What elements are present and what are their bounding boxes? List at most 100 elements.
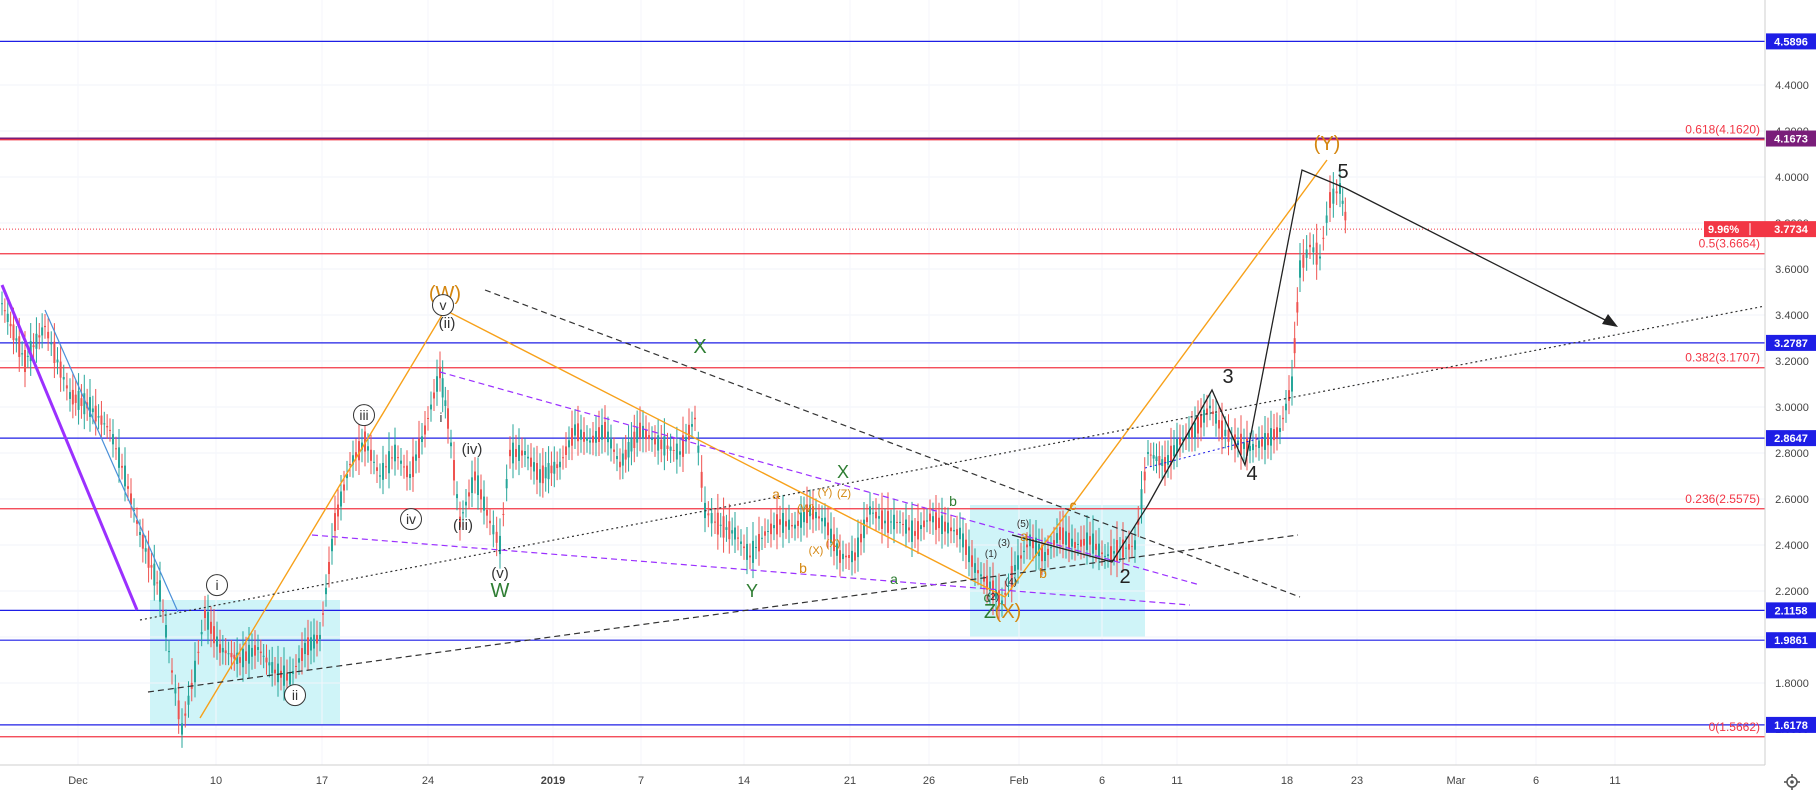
wave-label-circle xyxy=(400,508,422,531)
candle-body xyxy=(1101,552,1103,555)
candle-body xyxy=(950,527,952,532)
candle-body xyxy=(779,519,781,525)
candle-body xyxy=(887,511,889,533)
candle-body xyxy=(397,457,399,459)
candle-body xyxy=(1212,411,1214,415)
candle-body xyxy=(18,336,21,357)
settings-icon[interactable] xyxy=(1784,774,1800,790)
time-tick-label: 6 xyxy=(1099,775,1105,787)
candle-body xyxy=(373,461,375,463)
candle-body xyxy=(268,662,271,666)
candle-body xyxy=(313,634,315,649)
candle-body xyxy=(601,424,603,440)
candle-body xyxy=(277,663,279,683)
candle-body xyxy=(207,612,209,630)
candle-body xyxy=(121,465,123,468)
candle-body xyxy=(839,550,841,563)
candle-body xyxy=(962,533,964,548)
price-tick-label: 2.8000 xyxy=(1775,448,1809,460)
candle-body xyxy=(1261,439,1263,447)
candle-body xyxy=(319,634,321,640)
candle-body xyxy=(848,555,850,558)
current-price-tag xyxy=(1704,221,1816,238)
candle-body xyxy=(499,535,501,555)
candle-body xyxy=(1305,249,1308,258)
candle-body xyxy=(139,531,141,536)
candle-body xyxy=(1188,430,1190,439)
candle-body xyxy=(923,520,925,528)
wave-label: W xyxy=(491,580,510,602)
candle-body xyxy=(251,647,253,657)
candle-body xyxy=(1299,260,1301,278)
candle-body xyxy=(328,561,330,575)
candle-body xyxy=(869,506,871,515)
candle-body xyxy=(577,423,579,442)
settings-icon-hub xyxy=(1790,780,1794,784)
time-tick-label: 23 xyxy=(1351,775,1363,787)
candle-body xyxy=(1227,429,1230,442)
wave-label: b xyxy=(1039,565,1047,581)
candle-body xyxy=(1215,413,1217,424)
candle-body xyxy=(80,398,83,406)
time-tick-label: 17 xyxy=(316,775,328,787)
candle-body xyxy=(1200,414,1202,428)
candle-body xyxy=(710,512,713,524)
candle-body xyxy=(1140,489,1143,509)
price-axis[interactable]: 4.40004.20004.00003.80003.60003.40003.20… xyxy=(1704,0,1819,795)
candle-body xyxy=(471,477,473,494)
candle-body xyxy=(905,519,907,534)
time-tick-label: 18 xyxy=(1281,775,1293,787)
wave-label: (3) xyxy=(998,538,1010,549)
candle-body xyxy=(685,436,687,442)
candle-body xyxy=(697,445,700,453)
candle-body xyxy=(480,489,482,500)
candle-body xyxy=(512,442,514,464)
wave-label: iv xyxy=(406,511,416,527)
candle-body xyxy=(791,524,793,527)
candle-body xyxy=(505,479,508,489)
candle-body xyxy=(227,653,230,655)
candle-body xyxy=(651,438,653,441)
candle-body xyxy=(619,461,621,468)
fib-label: 0(1.5662) xyxy=(1709,720,1760,734)
wave-label: (X) xyxy=(995,601,1022,623)
candle-body xyxy=(1264,433,1266,450)
candle-body xyxy=(872,512,874,514)
candle-body xyxy=(521,450,523,456)
candle-body xyxy=(221,647,224,653)
candle-body xyxy=(265,657,268,663)
level-price-tag-text: 2.1158 xyxy=(1774,605,1807,617)
candle-body xyxy=(1116,540,1118,562)
candle-body xyxy=(495,531,498,543)
candle-body xyxy=(700,471,703,488)
price-axis-background xyxy=(1765,0,1819,795)
candle-body xyxy=(1167,455,1169,465)
candle-body xyxy=(604,421,606,439)
level-price-tag xyxy=(1766,716,1816,733)
candle-body xyxy=(908,527,910,531)
candle-body xyxy=(682,435,684,457)
candle-body xyxy=(1173,445,1175,457)
candle-body xyxy=(430,404,432,410)
candle-body xyxy=(639,422,641,438)
candle-body xyxy=(165,624,167,638)
candle-body xyxy=(589,440,591,443)
candle-body xyxy=(316,635,318,644)
candle-body xyxy=(91,408,94,413)
candle-body xyxy=(672,449,675,451)
candle-body xyxy=(144,548,147,552)
candle-body xyxy=(106,426,109,428)
wave-label: c xyxy=(1070,497,1077,513)
candle-body xyxy=(436,376,438,392)
candle-body xyxy=(541,465,544,484)
wave-label: (Y) xyxy=(818,487,833,499)
candle-body xyxy=(492,525,495,535)
candle-body xyxy=(524,451,526,455)
candle-body xyxy=(1092,533,1094,554)
candle-body xyxy=(983,576,985,582)
time-axis[interactable]: Dec 10 17 24 2019 7 14 21 26 Feb 6 11 18 23 Mar 6 11 xyxy=(0,764,1819,795)
candle-body xyxy=(803,511,805,523)
candle-body xyxy=(1339,183,1341,194)
wave-label-circle xyxy=(353,404,375,427)
